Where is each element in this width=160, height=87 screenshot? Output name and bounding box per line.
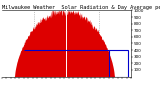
Text: Milwaukee Weather  Solar Radiation & Day Average per Minute W/m2 (Today): Milwaukee Weather Solar Radiation & Day … <box>2 5 160 10</box>
Bar <box>109 50 128 77</box>
